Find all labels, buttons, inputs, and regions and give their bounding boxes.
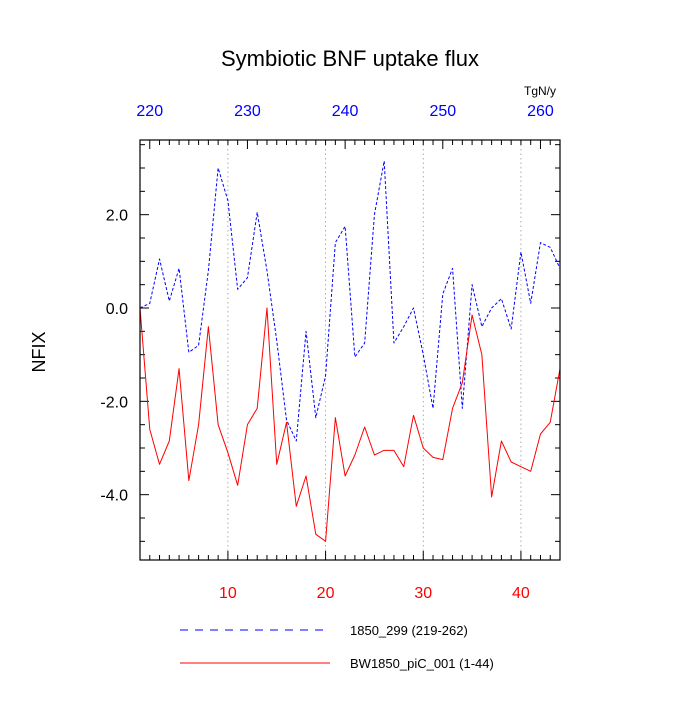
y-tick-label: 2.0	[106, 208, 128, 225]
bottom-tick-label: 40	[512, 585, 530, 602]
y-tick-label: 0.0	[106, 301, 128, 318]
bottom-tick-label: 30	[414, 585, 432, 602]
chart-title: Symbiotic BNF uptake flux	[221, 46, 479, 71]
legend-label-2: BW1850_piC_001 (1-44)	[350, 656, 494, 671]
y-tick-label: -2.0	[100, 394, 128, 411]
legend-label-1: 1850_299 (219-262)	[350, 623, 468, 638]
top-tick-label: 240	[332, 103, 359, 120]
units-label: TgN/y	[524, 84, 556, 98]
plot-frame	[139, 139, 561, 561]
top-tick-label: 230	[234, 103, 261, 120]
series-line-1	[139, 160, 561, 442]
top-tick-label: 220	[136, 103, 163, 120]
bottom-tick-label: 20	[317, 585, 335, 602]
top-tick-label: 260	[527, 103, 554, 120]
series-line-2	[139, 307, 561, 542]
y-axis-label: NFIX	[29, 331, 49, 372]
bottom-tick-label: 10	[219, 585, 237, 602]
y-tick-label: -4.0	[100, 488, 128, 505]
top-tick-label: 250	[429, 103, 456, 120]
plot-layer: 2.0 0.0 -2.0 -4.0 10 20 30 40 220 230 240 250 260 185…	[100, 103, 561, 671]
